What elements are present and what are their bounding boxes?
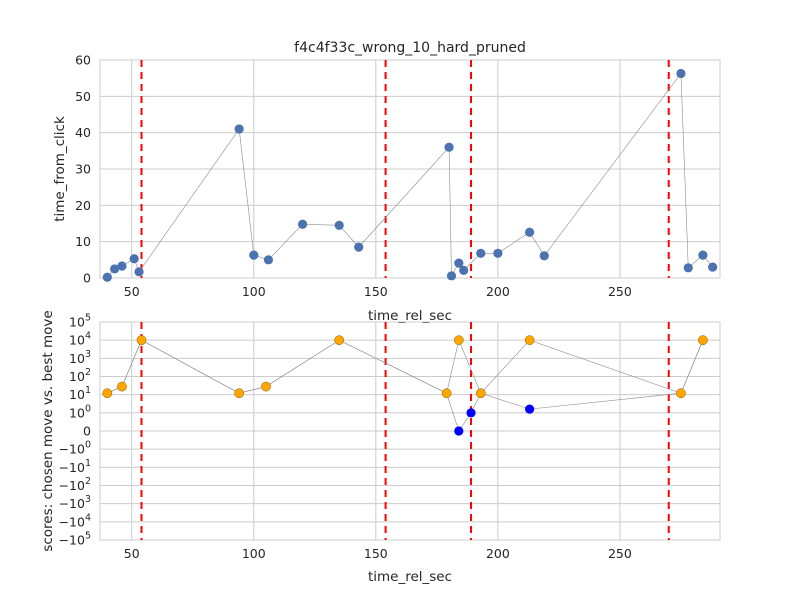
top-data-point <box>683 263 693 273</box>
bottom-y-axis-label: scores: chosen move vs. best move <box>40 310 56 551</box>
bottom-best-point <box>524 335 535 346</box>
bottom-x-tick-label: 150 <box>364 546 388 561</box>
bottom-chosen-point <box>454 426 464 436</box>
top-y-tick-label: 60 <box>75 53 91 68</box>
bottom-best-point <box>676 388 686 399</box>
bottom-x-tick-label: 50 <box>124 546 140 561</box>
bottom-chosen-point <box>525 404 535 414</box>
bottom-y-tick-label: −104 <box>59 512 91 529</box>
bottom-y-tick-label: 105 <box>69 313 91 330</box>
bottom-plot-frame <box>99 321 721 541</box>
top-data-point <box>234 124 244 134</box>
bottom-best-point <box>102 388 113 399</box>
bottom-y-tick-label: −100 <box>59 440 91 457</box>
chart-title: f4c4f33c_wrong_10_hard_pruned <box>294 40 526 56</box>
top-data-point <box>446 271 457 281</box>
bottom-x-tick-label: 200 <box>486 546 510 561</box>
bottom-y-tick-label: −105 <box>59 531 91 548</box>
bottom-y-tick-label: 104 <box>69 331 91 348</box>
top-y-tick-label: 20 <box>75 198 91 213</box>
top-x-tick-label: 250 <box>608 284 632 299</box>
bottom-x-tick-label: 100 <box>242 546 266 561</box>
top-y-tick-label: 30 <box>75 162 91 177</box>
top-data-point <box>676 68 686 79</box>
top-series-line <box>107 72 713 278</box>
bottom-y-tick-label: 103 <box>69 349 91 366</box>
bottom-y-tick-label: −103 <box>59 494 91 511</box>
bottom-best-point <box>117 381 127 392</box>
top-data-point <box>110 264 120 274</box>
top-data-point <box>459 265 469 275</box>
top-y-tick-label: 40 <box>75 125 91 140</box>
top-data-point <box>444 142 454 152</box>
top-data-point <box>525 227 535 237</box>
bottom-best-point <box>334 335 345 346</box>
top-data-point <box>539 251 549 261</box>
top-plot-frame <box>99 59 721 279</box>
bottom-subplot: 50 100 150 200 2501051041031021011000−100−10… <box>40 310 721 585</box>
top-data-point <box>297 219 308 229</box>
top-data-point <box>476 248 486 258</box>
bottom-series-line <box>107 339 704 432</box>
bottom-y-tick-label: −102 <box>59 476 91 493</box>
bottom-best-point <box>234 388 244 399</box>
top-data-point <box>249 250 259 260</box>
bottom-y-tick-label: 102 <box>69 367 91 384</box>
top-data-point <box>354 242 364 252</box>
top-y-tick-label: 10 <box>75 234 91 249</box>
bottom-best-point <box>698 335 708 346</box>
top-data-point <box>129 254 139 264</box>
bottom-best-point <box>453 335 464 346</box>
bottom-y-tick-label: 100 <box>69 403 91 420</box>
top-data-point <box>134 267 144 277</box>
top-data-point <box>117 261 127 271</box>
top-data-point <box>263 255 274 265</box>
bottom-y-tick-label: 101 <box>69 385 91 402</box>
bottom-x-axis-label: time_rel_sec <box>368 569 452 585</box>
top-x-tick-label: 100 <box>242 284 266 299</box>
top-x-tick-label: 200 <box>486 284 510 299</box>
bottom-y-tick-label: 0 <box>83 424 91 439</box>
bottom-chosen-point <box>466 408 476 418</box>
top-data-point <box>334 220 344 230</box>
top-y-tick-label: 0 <box>83 271 91 286</box>
bottom-best-point <box>441 388 452 399</box>
top-x-tick-label: 50 <box>124 284 140 299</box>
bottom-best-point <box>136 335 147 346</box>
top-data-point <box>493 248 503 258</box>
top-x-tick-label: 150 <box>364 284 388 299</box>
top-data-point <box>708 262 718 272</box>
top-y-axis-label: time_from_click <box>52 116 68 222</box>
bottom-best-point <box>475 388 486 399</box>
bottom-best-point <box>261 381 271 392</box>
top-y-tick-label: 50 <box>75 89 91 104</box>
top-x-axis-label: time_rel_sec <box>368 308 452 324</box>
bottom-x-tick-label: 250 <box>608 546 632 561</box>
top-data-point <box>698 250 708 260</box>
bottom-series-line <box>107 339 704 394</box>
top-data-point <box>102 272 112 282</box>
top-subplot: f4c4f33c_wrong_10_hard_pruned 50 100 150 20… <box>52 40 721 324</box>
top-data-point <box>454 258 464 268</box>
bottom-y-tick-label: −101 <box>59 458 91 475</box>
